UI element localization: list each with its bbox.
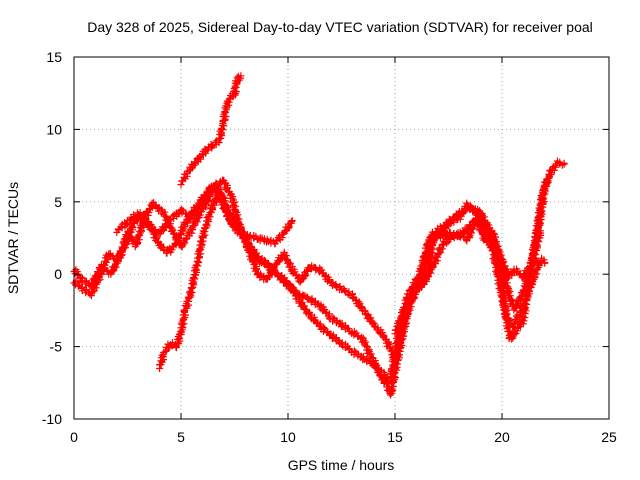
series-marks bbox=[177, 72, 245, 189]
y-tick-label: 5 bbox=[54, 194, 62, 210]
x-tick-label: 5 bbox=[177, 429, 185, 445]
x-tick-label: 20 bbox=[494, 429, 510, 445]
series-marks bbox=[391, 172, 553, 343]
y-tick-label: 15 bbox=[46, 49, 62, 65]
plot-frame bbox=[73, 56, 610, 420]
x-tick-label: 25 bbox=[601, 429, 617, 445]
y-tick-label: 0 bbox=[54, 266, 62, 282]
series-track-6 bbox=[391, 172, 553, 343]
x-tick-label: 0 bbox=[70, 429, 78, 445]
y-tick-label: -10 bbox=[42, 411, 62, 427]
series-track-5 bbox=[177, 72, 245, 189]
data-points bbox=[70, 72, 568, 399]
x-tick-label: 10 bbox=[280, 429, 296, 445]
y-tick-label: 10 bbox=[46, 121, 62, 137]
chart-title: Day 328 of 2025, Sidereal Day-to-day VTE… bbox=[87, 19, 593, 35]
x-tick-label: 15 bbox=[387, 429, 403, 445]
y-axis-label: SDTVAR / TECUs bbox=[5, 182, 21, 294]
y-tick-label: -5 bbox=[50, 339, 63, 355]
x-axis-label: GPS time / hours bbox=[288, 457, 395, 473]
axis-ticks: 0 5 10 15 20 25 -10 -5 0 5 10 15 bbox=[42, 49, 617, 445]
